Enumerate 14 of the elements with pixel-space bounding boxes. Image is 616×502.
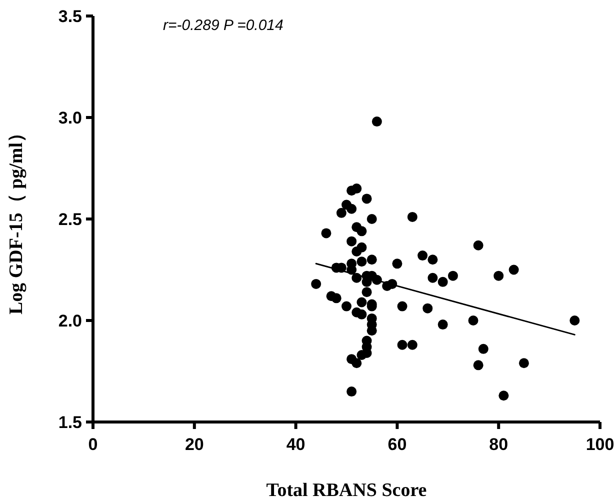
x-axis-title: Total RBANS Score — [266, 480, 427, 501]
y-tick-label: 2.5 — [58, 210, 82, 229]
y-tick-label: 3.0 — [58, 108, 82, 128]
annotation: r=-0.289 P =0.014 — [163, 17, 284, 34]
x-tick-label: 0 — [88, 435, 98, 454]
x-tick-label: 20 — [184, 435, 204, 454]
x-tick-label: 80 — [489, 435, 508, 454]
y-tick-label: 3.5 — [58, 6, 82, 26]
y-tick-label: 2.0 — [58, 311, 82, 330]
x-tick-label: 40 — [286, 435, 306, 454]
x-tick-label: 60 — [388, 435, 407, 454]
x-tick-label: 100 — [586, 435, 614, 454]
y-tick-label: 1.5 — [58, 412, 82, 432]
y-axis-title: Log GDF-15（ pg/ml） — [6, 123, 27, 315]
